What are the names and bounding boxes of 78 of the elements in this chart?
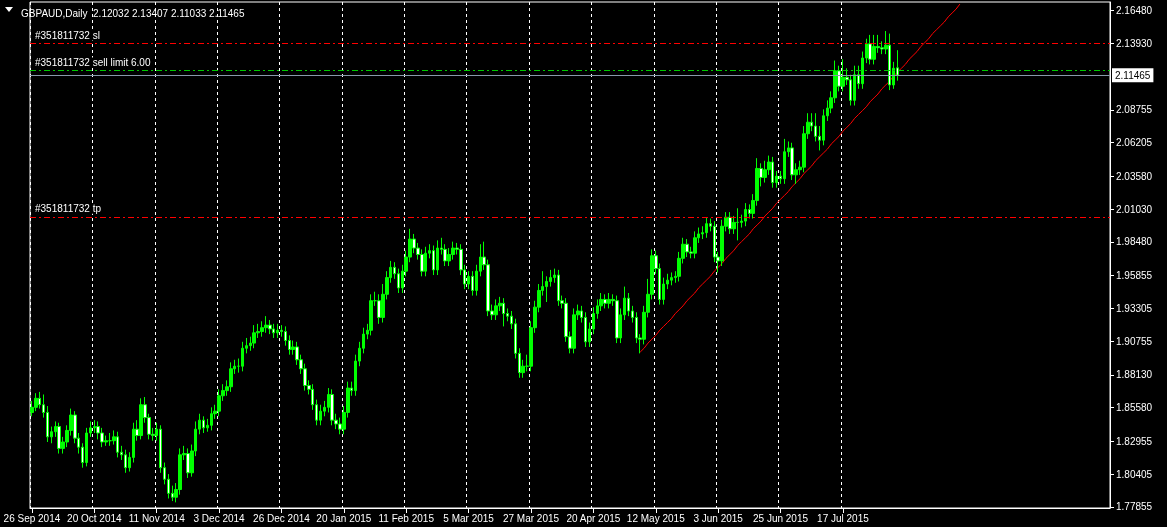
y-tick-label: 2.13930 [1116, 37, 1153, 49]
candlestick [264, 315, 268, 334]
candlestick [693, 230, 697, 259]
candlestick [557, 269, 560, 307]
y-tick-label: 2.08755 [1116, 104, 1153, 116]
candlestick [272, 323, 275, 339]
x-tick-label: 5 Mar 2015 [443, 512, 495, 524]
candlestick [607, 292, 611, 309]
candlestick [670, 271, 673, 286]
x-tick-label: 20 Jan 2015 [316, 512, 372, 524]
candlestick [369, 293, 373, 336]
ref-line-label: 2.11465 [1115, 69, 1151, 81]
candlestick [736, 207, 739, 241]
candlestick [763, 160, 767, 184]
x-tick-label: 11 Nov 2014 [128, 512, 186, 524]
candlestick [603, 293, 607, 309]
y-tick-label: 1.90755 [1116, 335, 1153, 347]
y-tick-label: 1.85580 [1116, 402, 1153, 414]
candlestick [424, 246, 427, 277]
candlestick [436, 239, 439, 276]
candlestick [728, 211, 732, 235]
x-tick-label: 20 Oct 2014 [67, 512, 123, 524]
candlestick [615, 295, 619, 344]
x-tick-label: 26 Dec 2014 [253, 512, 311, 524]
y-tick-label: 1.82955 [1116, 435, 1153, 447]
candlestick [783, 138, 786, 185]
candlestick [502, 297, 505, 327]
x-tick-label: 11 Feb 2015 [378, 512, 435, 524]
y-tick-label: 2.06205 [1116, 137, 1153, 149]
candlestick [705, 216, 708, 239]
candlestick [116, 431, 119, 458]
candlestick [572, 307, 576, 354]
candlestick [744, 202, 747, 227]
ref-line-label: #351811732 tp [35, 203, 102, 215]
candlestick [330, 388, 334, 426]
ref-line-label: #351811732 sl [35, 29, 100, 41]
candlestick [210, 406, 213, 431]
candlestick [108, 432, 112, 447]
candlestick [872, 34, 876, 65]
candlestick [241, 341, 244, 372]
candlestick [139, 397, 143, 440]
candlestick [229, 361, 233, 393]
y-tick-label: 2.16480 [1116, 5, 1153, 17]
candlestick [124, 449, 127, 474]
candlestick [260, 320, 264, 338]
candlestick [790, 142, 794, 181]
x-tick-label: 17 Jul 2015 [817, 512, 870, 524]
x-tick-label: 20 Apr 2015 [566, 512, 621, 524]
x-tick-label: 25 Jun 2015 [753, 512, 809, 524]
candlestick [34, 392, 38, 412]
x-tick-label: 3 Dec 2014 [193, 512, 246, 524]
x-tick-label: 3 Jun 2015 [693, 512, 744, 524]
candlestick [771, 156, 774, 189]
y-tick-label: 1.80405 [1116, 468, 1153, 480]
candlestick [494, 298, 498, 321]
candlestick [853, 65, 856, 107]
candlestick [217, 388, 221, 417]
candlestick [319, 404, 322, 426]
candlestick [841, 58, 845, 92]
x-tick-label: 26 Sep 2014 [3, 512, 61, 524]
y-tick-label: 1.98480 [1116, 236, 1153, 248]
x-tick-label: 12 May 2015 [626, 512, 686, 524]
candlestick [868, 34, 872, 65]
candlestick [186, 447, 190, 479]
y-tick-label: 2.03580 [1116, 170, 1153, 182]
y-tick-label: 2.01030 [1116, 203, 1153, 215]
y-tick-label: 1.93305 [1116, 302, 1153, 314]
candlestick [252, 324, 256, 349]
candlestick [268, 319, 272, 335]
x-tick-label: 27 Mar 2015 [502, 512, 560, 524]
candlestick [202, 415, 205, 434]
y-tick-label: 1.88130 [1116, 369, 1153, 381]
candlestick [276, 323, 279, 339]
candlestick [57, 422, 61, 455]
candlestick [888, 33, 891, 91]
ref-line-label: #351811732 sell limit 6.00 [35, 57, 151, 69]
y-tick-label: 1.77855 [1116, 501, 1153, 513]
y-tick-label: 1.95855 [1116, 270, 1153, 282]
